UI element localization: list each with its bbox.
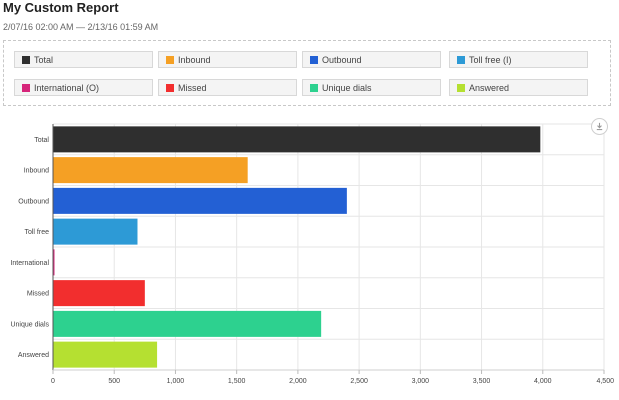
category-label: Answered <box>18 352 49 359</box>
legend-panel: Total Inbound Outbound Toll free (I) Int… <box>3 40 611 106</box>
chart-labels: Total Inbound Outbound Toll free Internation… <box>10 137 614 385</box>
legend-swatch-international <box>22 83 30 92</box>
download-button[interactable] <box>591 118 608 135</box>
x-tick-label: 4,000 <box>534 378 552 385</box>
legend-swatch-unique-dials <box>310 83 318 92</box>
bar-toll-free[interactable] <box>53 218 138 245</box>
bar-international[interactable] <box>53 249 55 276</box>
legend-label-answered: Answered <box>469 82 510 93</box>
bar-outbound[interactable] <box>53 187 347 214</box>
legend-swatch-total <box>22 55 30 64</box>
bar-unique-dials[interactable] <box>53 310 322 337</box>
legend-item-toll-free[interactable]: Toll free (I) <box>449 51 588 68</box>
chart-axes <box>52 124 605 374</box>
x-tick-label: 1,000 <box>167 378 185 385</box>
x-tick-label: 3,000 <box>412 378 430 385</box>
bar-inbound[interactable] <box>53 157 248 184</box>
x-tick-label: 0 <box>51 378 55 385</box>
category-label: Inbound <box>24 168 49 175</box>
bar-answered[interactable] <box>53 341 158 368</box>
category-label: International <box>10 260 49 267</box>
legend-label-outbound: Outbound <box>322 54 362 65</box>
legend-swatch-answered <box>457 83 465 92</box>
x-tick-label: 1,500 <box>228 378 246 385</box>
category-label: Total <box>34 137 49 144</box>
x-tick-label: 3,500 <box>473 378 491 385</box>
legend-label-missed: Missed <box>178 82 207 93</box>
legend-swatch-outbound <box>310 55 318 64</box>
category-label: Unique dials <box>10 321 49 328</box>
legend-swatch-missed <box>166 83 174 92</box>
legend-item-missed[interactable]: Missed <box>158 79 297 96</box>
category-label: Outbound <box>18 198 49 205</box>
x-tick-label: 500 <box>108 378 120 385</box>
legend-item-inbound[interactable]: Inbound <box>158 51 297 68</box>
legend-item-total[interactable]: Total <box>14 51 153 68</box>
category-label: Toll free <box>24 229 49 236</box>
legend-swatch-inbound <box>166 55 174 64</box>
report-date-range: 2/07/16 02:00 AM — 2/13/16 01:59 AM <box>3 22 159 32</box>
bar-missed[interactable] <box>53 280 145 307</box>
legend-label-toll-free: Toll free (I) <box>469 54 512 65</box>
legend-swatch-toll-free <box>457 55 465 64</box>
x-tick-label: 2,500 <box>350 378 368 385</box>
legend-item-unique-dials[interactable]: Unique dials <box>302 79 441 96</box>
download-icon <box>596 122 603 131</box>
chart-bars <box>53 126 541 368</box>
legend-item-international[interactable]: International (O) <box>14 79 153 96</box>
legend-item-outbound[interactable]: Outbound <box>302 51 441 68</box>
legend-label-international: International (O) <box>34 82 100 93</box>
legend-label-total: Total <box>34 54 54 65</box>
bar-total[interactable] <box>53 126 541 153</box>
legend-label-inbound: Inbound <box>178 54 211 65</box>
report-title: My Custom Report <box>3 0 119 15</box>
x-tick-label: 2,000 <box>289 378 307 385</box>
legend-label-unique-dials: Unique dials <box>322 82 372 93</box>
legend-item-answered[interactable]: Answered <box>449 79 588 96</box>
category-label: Missed <box>27 291 49 298</box>
x-tick-label: 4,500 <box>596 378 614 385</box>
